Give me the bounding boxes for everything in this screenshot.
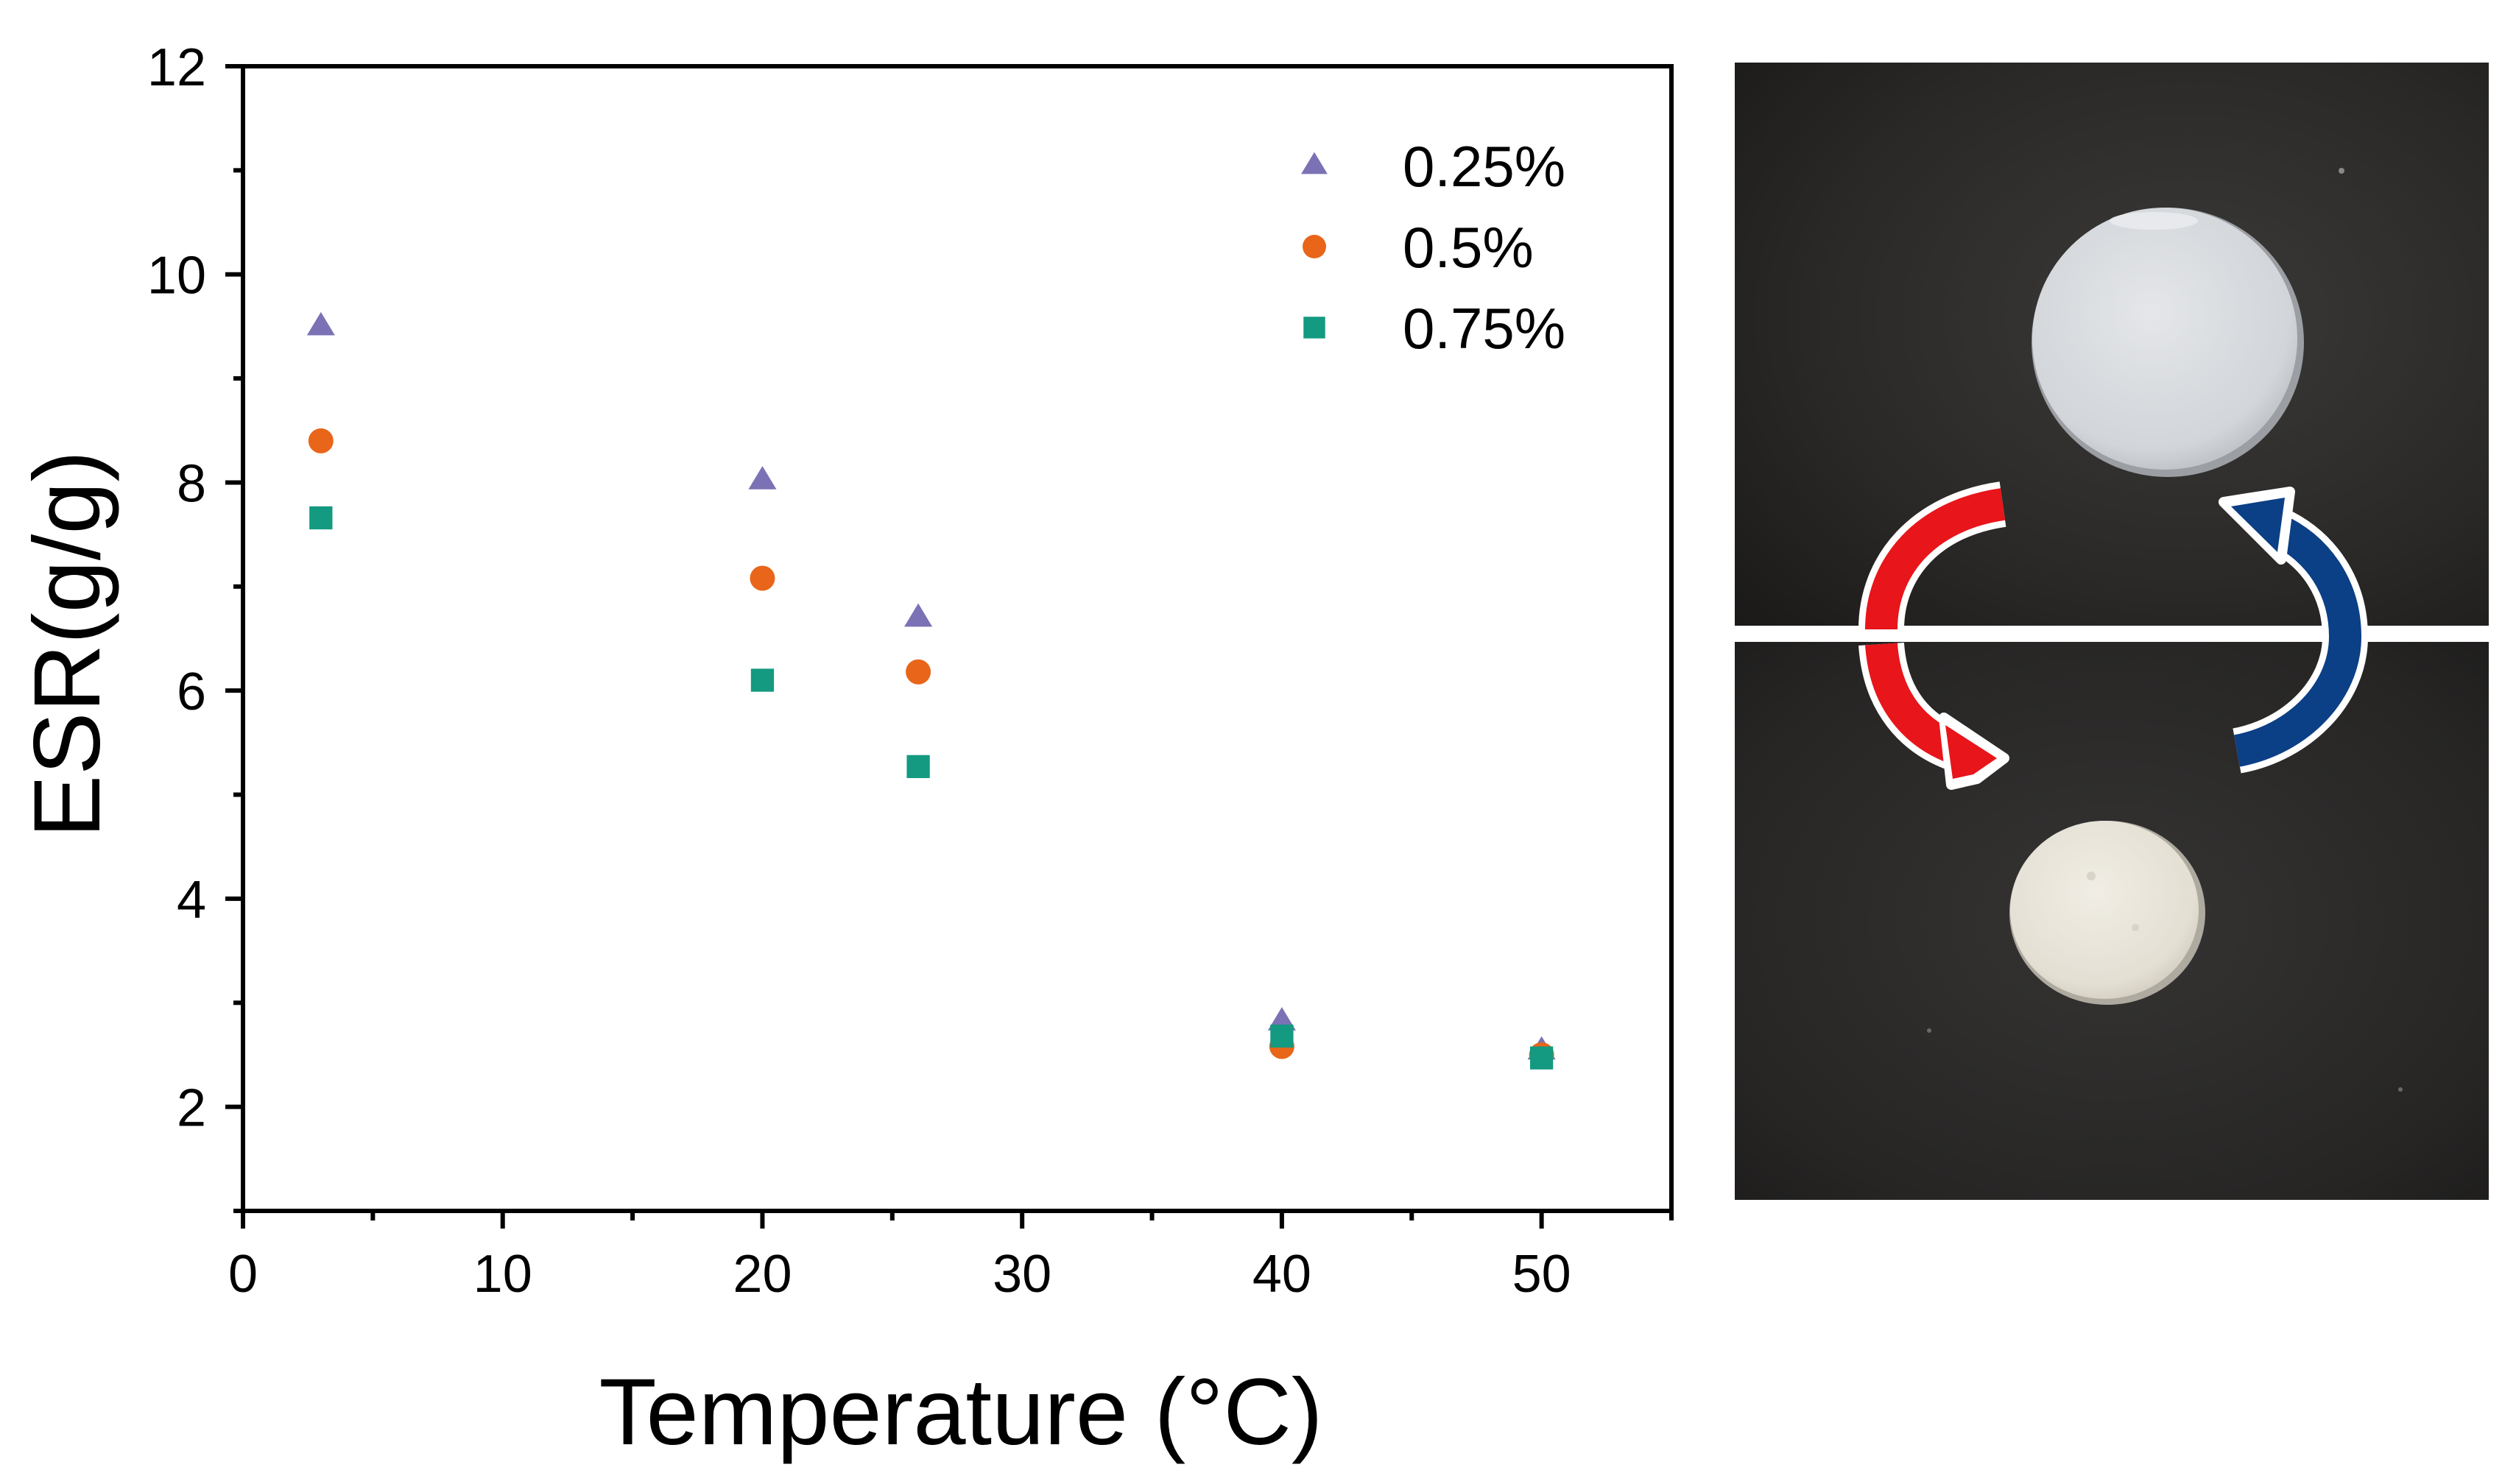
y-tick-label: 8	[177, 454, 206, 513]
legend-marker	[1301, 152, 1328, 174]
data-point	[906, 755, 930, 779]
x-axis: 0 10 20 30 40 50	[228, 1211, 1674, 1304]
y-axis-title: ESR(g/g)	[15, 451, 120, 838]
legend-label: 0.5%	[1403, 215, 1534, 280]
x-tick-label: 10	[473, 1245, 532, 1304]
y-tick-label: 6	[177, 662, 206, 721]
cooling-arrow-right	[2219, 487, 2369, 774]
data-point	[306, 311, 335, 336]
y-tick-label: 2	[177, 1079, 206, 1138]
legend: 0.25% 0.5% 0.75%	[1301, 134, 1565, 361]
data-point	[904, 603, 933, 627]
y-tick-label: 10	[147, 247, 206, 305]
data-point	[750, 668, 775, 692]
legend-marker	[1303, 235, 1326, 258]
y-tick-label: 12	[147, 38, 206, 97]
y-tick-label: 4	[177, 871, 206, 930]
series-1	[306, 311, 1556, 1060]
x-tick-label: 50	[1512, 1245, 1571, 1304]
legend-label: 0.75%	[1403, 296, 1565, 361]
plot-frame	[241, 64, 1674, 1213]
legend-label: 0.25%	[1403, 134, 1565, 199]
x-tick-label: 40	[1252, 1245, 1311, 1304]
y-axis: 2 4 6 8 10 12	[147, 38, 243, 1213]
series-2	[308, 428, 1554, 1067]
shrunken-disc-photo	[1735, 642, 2489, 1200]
x-tick-label: 20	[733, 1245, 792, 1304]
data-point	[308, 428, 334, 453]
x-axis-title: Temperature (°C)	[599, 1360, 1323, 1465]
data-point	[1529, 1046, 1554, 1070]
data-markers	[306, 311, 1556, 1070]
heating-arrow-bottom-left	[1858, 642, 2009, 790]
data-point	[748, 466, 777, 490]
data-point	[906, 659, 931, 685]
plot-border	[241, 64, 1674, 1213]
photo-panel	[1735, 63, 2489, 1200]
data-point	[750, 565, 775, 591]
data-point	[309, 506, 333, 530]
legend-marker	[1303, 317, 1325, 339]
heating-arrow-top-left	[1858, 481, 2007, 631]
data-point	[1270, 1024, 1294, 1048]
swollen-disc-photo	[1735, 63, 2489, 626]
x-tick-label: 0	[228, 1245, 258, 1304]
x-tick-label: 30	[993, 1245, 1051, 1304]
series-3	[309, 506, 1554, 1070]
